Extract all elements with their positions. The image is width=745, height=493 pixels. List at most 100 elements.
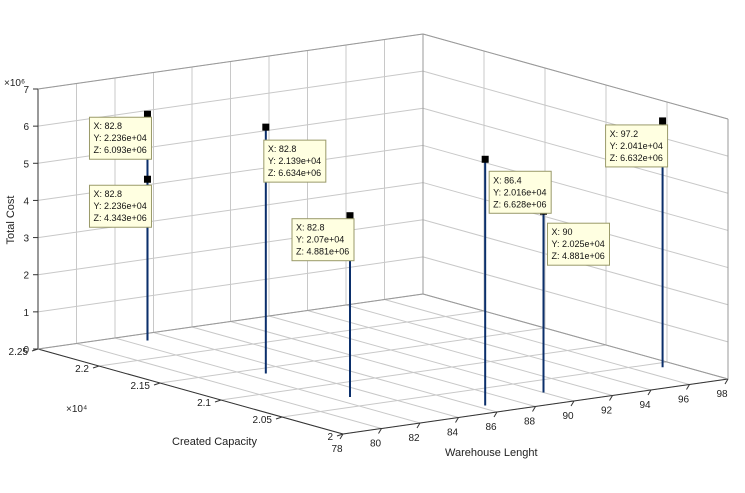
y-tick-label: 2	[327, 432, 333, 443]
x-tick-mark	[532, 406, 536, 412]
datatip-marker	[262, 123, 270, 131]
floor-grid-line	[98, 310, 485, 367]
y-tick-mark	[336, 433, 344, 437]
datatip-box	[488, 170, 552, 214]
datatip-line: Y: 2.236e+04	[93, 201, 146, 211]
x-tick-mark	[686, 384, 690, 390]
side-wall-grid-line	[422, 256, 729, 343]
x-axis-label: Warehouse Lenght	[445, 447, 538, 459]
x-tick-mark	[647, 389, 652, 396]
x-tick-label: 82	[408, 433, 420, 444]
datatip-line: Y: 2.025e+04	[552, 239, 605, 249]
x-tick-label: 88	[524, 417, 536, 428]
x-tick-label: 86	[485, 422, 497, 433]
datatip-line: Y: 2.041e+04	[610, 141, 663, 151]
datatip-marker	[481, 155, 489, 163]
floor-grid-line	[268, 315, 575, 402]
datatip-line: Y: 2.016e+04	[493, 187, 546, 197]
x-tick-label: 90	[562, 411, 574, 422]
datatip-marker	[143, 110, 151, 118]
datatip: X: 82.8 Y: 2.07e+04 Z: 4.881e+06	[291, 218, 355, 262]
y-tick-mark	[92, 365, 100, 369]
x-tick-mark	[570, 400, 575, 407]
datatip-line: Z: 4.881e+06	[296, 247, 349, 257]
y-tick-mark	[275, 416, 283, 420]
datatip-box	[88, 184, 152, 228]
floor-grid-line	[307, 310, 613, 396]
datatip-box	[605, 124, 669, 168]
x-tick-mark	[378, 428, 382, 434]
datatip-line: X: 82.8	[93, 189, 122, 199]
x-tick-mark	[416, 422, 421, 429]
z-tick-label: 4	[23, 196, 29, 207]
y-tick-label: 2.2	[75, 364, 89, 375]
floor-grid-line	[220, 344, 607, 401]
z-tick-label: 3	[23, 234, 29, 245]
box-edge	[422, 33, 729, 120]
floor-grid-line	[281, 361, 668, 418]
datatip-line: Y: 2.139e+04	[268, 156, 321, 166]
y-tick-label: 2.05	[253, 415, 273, 426]
box-edge	[37, 293, 424, 350]
datatip: X: 82.8 Y: 2.236e+04 Z: 6.093e+06	[88, 116, 152, 160]
datatip: X: 90 Y: 2.025e+04 Z: 4.881e+06	[547, 222, 610, 266]
datatip-marker	[346, 212, 354, 220]
floor-grid-line	[345, 304, 652, 391]
axes-box	[37, 33, 729, 435]
y-axis-line	[37, 348, 344, 435]
datatip-line: Y: 2.07e+04	[296, 235, 344, 245]
datatip-marker	[659, 117, 667, 125]
x-tick-label: 96	[678, 395, 690, 406]
datatip-box	[547, 222, 610, 266]
y-tick-mark	[214, 399, 222, 403]
z-tick-label: 0	[23, 345, 29, 356]
z-tick-label: 7	[23, 85, 29, 96]
floor-grid-line	[76, 343, 382, 429]
floor-grid-line	[191, 326, 498, 413]
y-tick-label: 2.15	[131, 381, 151, 392]
x-tick-mark	[339, 433, 344, 440]
back-wall-grid-line	[37, 219, 424, 276]
tick-labels: 78 80 82 84 86 88 90 92 94 96 98 2 2.05 2.1 2.15 2.2 2.2…	[9, 85, 729, 455]
side-wall-grid-line	[422, 70, 729, 157]
x-tick-label: 92	[601, 406, 613, 417]
y-multiplier-label: ×10⁴	[66, 404, 87, 415]
x-tick-label: 94	[639, 400, 651, 411]
back-wall-grid-line	[37, 182, 424, 239]
datatip-line: X: 82.8	[268, 144, 297, 154]
z-tick-label: 6	[23, 122, 29, 133]
box-edge	[37, 33, 424, 90]
datatip-marker	[143, 175, 151, 183]
side-wall-grid-line	[422, 144, 729, 231]
datatip-line: Z: 4.881e+06	[552, 251, 605, 261]
datatip: X: 97.2 Y: 2.041e+04 Z: 6.632e+06	[605, 124, 669, 168]
grid-lines	[37, 33, 729, 435]
x-tick-mark	[493, 411, 498, 418]
datatip-line: X: 90	[552, 227, 573, 237]
floor-grid-line	[159, 327, 546, 384]
y-tick-mark	[153, 382, 161, 386]
datatip: X: 82.8 Y: 2.236e+04 Z: 4.343e+06	[88, 184, 152, 228]
y-tick-label: 2.1	[197, 398, 211, 409]
x-tick-label: 98	[716, 389, 728, 400]
datatip-box	[291, 218, 355, 262]
x-tick-mark	[609, 395, 613, 401]
box-edge	[422, 293, 729, 380]
floor-grid-line	[114, 337, 421, 424]
datatip: X: 86.4 Y: 2.016e+04 Z: 6.628e+06	[488, 170, 552, 214]
datatip-line: X: 82.8	[296, 223, 325, 233]
x-tick-label: 78	[331, 444, 343, 455]
datatip-line: Z: 6.628e+06	[493, 199, 546, 209]
z-tick-label: 2	[23, 271, 29, 282]
datatip-box	[263, 139, 327, 183]
floor-grid-line	[384, 299, 690, 385]
z-tick-label: 1	[23, 308, 29, 319]
y-tick-label: 2.25	[9, 347, 29, 358]
datatip-line: X: 82.8	[93, 121, 122, 131]
z-multiplier-label: ×10⁶	[4, 78, 25, 89]
datatip-line: X: 97.2	[610, 129, 639, 139]
datatip-line: Y: 2.236e+04	[93, 133, 146, 143]
y-axis-label: Created Capacity	[172, 436, 257, 448]
side-wall-grid-line	[422, 107, 729, 194]
